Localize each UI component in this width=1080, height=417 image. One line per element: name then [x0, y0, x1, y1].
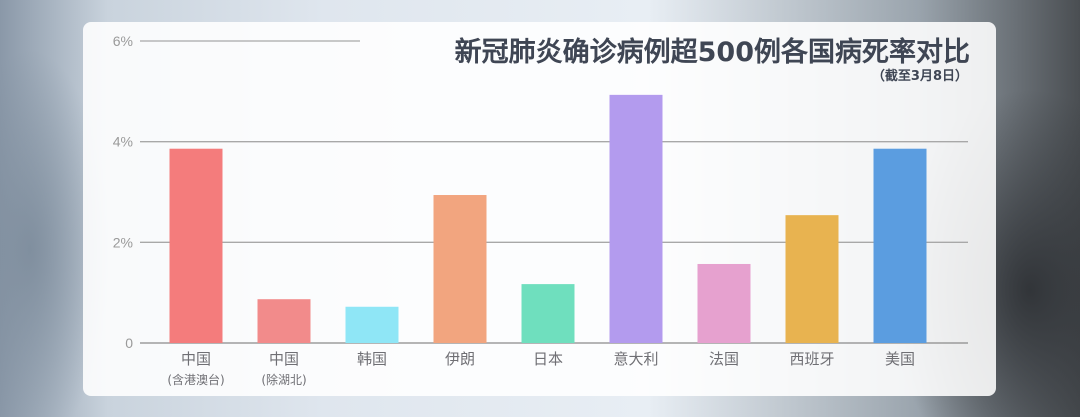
y-tick-label: 4%	[113, 134, 133, 150]
bar	[785, 215, 839, 343]
x-tick-label: 中国	[269, 350, 299, 368]
bar	[609, 94, 663, 344]
x-tick-label: 意大利	[613, 350, 658, 368]
x-tick-label: 伊朗	[445, 350, 475, 368]
bar	[697, 263, 751, 343]
x-tick-sublabel: (除湖北)	[261, 372, 306, 387]
x-tick-label: 中国	[181, 350, 211, 368]
bar	[873, 148, 927, 343]
bar	[433, 195, 487, 343]
bar	[521, 284, 575, 343]
chart-subtitle: （截至3月8日）	[871, 69, 968, 84]
y-tick-label: 0	[125, 335, 133, 351]
y-tick-label: 2%	[113, 234, 133, 250]
x-tick-label: 法国	[709, 350, 739, 368]
x-tick-label: 美国	[885, 350, 915, 368]
y-tick-label: 6%	[113, 33, 133, 49]
x-tick-label: 日本	[533, 350, 563, 368]
x-tick-sublabel: (含港澳台)	[167, 372, 224, 387]
x-tick-label: 西班牙	[789, 350, 834, 368]
x-tick-label: 韩国	[357, 350, 387, 368]
bar	[345, 306, 399, 343]
bar	[169, 148, 223, 343]
chart-title: 新冠肺炎确诊病例超500例各国病死率对比	[454, 37, 970, 68]
bar	[257, 299, 311, 343]
